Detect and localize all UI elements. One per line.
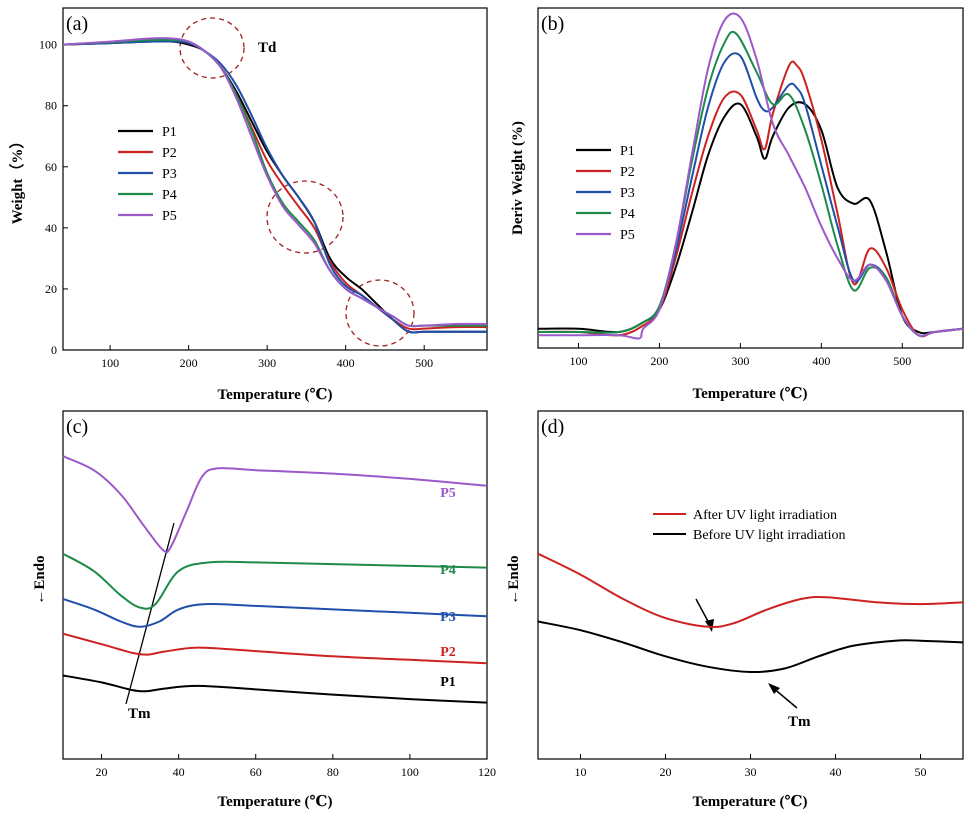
- panel-c-ylabel: ←Endo: [32, 555, 48, 604]
- mid-decomposition-highlight-circle: [266, 180, 344, 254]
- after-uv-tm-arrow: [695, 598, 714, 632]
- panel-a-series-p5: [62, 37, 488, 328]
- legend-label: P3: [162, 167, 177, 182]
- series-label-p2: P2: [440, 645, 456, 660]
- panel-a-frame: [62, 7, 488, 351]
- panel-b-xtick-label: 300: [731, 354, 749, 368]
- panel-c-series-p5: [62, 455, 488, 554]
- panel-d-series-after-uv-light-irradiation: [537, 552, 964, 628]
- panel-c-series-labels: P1 P2 P3 P4 P5: [440, 486, 456, 690]
- td-annotation: Td: [258, 40, 277, 56]
- panel-d-xtick-label: 30: [745, 765, 757, 779]
- panel-a-xtick-label: 500: [415, 356, 433, 370]
- legend-label: P2: [162, 146, 177, 161]
- series-label-p1: P1: [440, 675, 456, 690]
- panel-b-xlabel: Temperature (℃): [692, 386, 807, 402]
- panel-a-ytick-label: 0: [51, 343, 57, 357]
- panel-c-frame: [62, 410, 488, 760]
- panel-c-xtick-label: 60: [250, 765, 262, 779]
- panel-d: (d) Temperature (℃) ←Endo Tm After UV li…: [506, 410, 964, 810]
- panel-d-xtick-label: 20: [660, 765, 672, 779]
- legend-label: After UV light irradiation: [693, 508, 837, 523]
- before-uv-tm-arrow: [768, 683, 798, 709]
- panel-c: (c) Temperature (℃) ←Endo Tm P1P2P3P4P5 …: [32, 410, 496, 810]
- panel-a-legend: P1 P2 P3 P4 P5: [118, 125, 177, 224]
- panel-a-label: (a): [66, 13, 88, 35]
- panel-d-ylabel: ←Endo: [506, 555, 522, 604]
- panel-a-series-p1: [62, 40, 487, 334]
- panel-a-xtick-label: 100: [101, 356, 119, 370]
- legend-label: P4: [620, 207, 635, 222]
- panel-d-xlabel: Temperature (℃): [692, 794, 807, 810]
- panel-b-xtick-label: 100: [569, 354, 587, 368]
- panel-b-xtick-label: 400: [812, 354, 830, 368]
- series-label-p3: P3: [440, 610, 456, 625]
- series-label-p4: P4: [440, 563, 456, 578]
- panel-a-series-p4: [62, 38, 487, 328]
- legend-label: Before UV light irradiation: [693, 528, 846, 543]
- panel-b: (b) Temperature (℃) Deriv Weight (%) P1P…: [510, 7, 964, 402]
- panel-d-frame: [537, 410, 964, 760]
- panel-a-ytick-label: 100: [39, 38, 57, 52]
- panel-c-series-p4: [62, 552, 488, 610]
- panel-d-tm-annotation: Tm: [788, 714, 811, 730]
- panel-b-frame: [537, 7, 964, 349]
- panel-a-xtick-label: 200: [180, 356, 198, 370]
- legend-label: P2: [620, 165, 635, 180]
- legend-label: P3: [620, 186, 635, 201]
- panel-d-xtick-label: 40: [830, 765, 842, 779]
- panel-b-series-p3: [538, 52, 964, 337]
- legend-label: P1: [620, 144, 635, 159]
- series-label-p5: P5: [440, 486, 456, 501]
- panel-b-xtick-label: 200: [650, 354, 668, 368]
- before-uv-tm-arrow-head: [768, 683, 780, 694]
- panel-a-ytick-label: 80: [45, 99, 57, 113]
- panel-b-series-p1: [537, 101, 964, 335]
- td-highlight-circle: [179, 17, 245, 79]
- panel-b-label: (b): [541, 13, 564, 35]
- panel-d-xtick-label: 50: [915, 765, 927, 779]
- panel-a-series-p3: [62, 40, 487, 334]
- panel-b-xtick-label: 500: [893, 354, 911, 368]
- panel-c-series-p2: [62, 632, 488, 665]
- legend-label: P5: [620, 228, 635, 243]
- panel-b-series-p5: [538, 12, 964, 340]
- panel-a-ytick-label: 20: [45, 282, 57, 296]
- after-uv-tm-arrow-head: [705, 619, 714, 632]
- panel-a-xtick-label: 300: [258, 356, 276, 370]
- panel-d-legend: After UV light irradiation Before UV ligh…: [653, 508, 846, 543]
- panel-a-xtick-label: 400: [337, 356, 355, 370]
- legend-label: P5: [162, 209, 177, 224]
- tm-guide-line: [125, 522, 175, 705]
- panel-d-label: (d): [541, 416, 564, 438]
- legend-label: P1: [162, 125, 177, 140]
- panel-c-series-p1: [62, 674, 488, 704]
- panel-b-ylabel: Deriv Weight (%): [510, 121, 526, 235]
- panel-c-label: (c): [66, 416, 88, 438]
- panel-a-ylabel: Weight（%）: [8, 134, 26, 225]
- panel-c-tm-annotation: Tm: [128, 706, 151, 722]
- panel-a-series-p2: [62, 38, 488, 331]
- panel-b-legend: P1 P2 P3 P4 P5: [576, 144, 635, 243]
- panel-c-xtick-label: 120: [478, 765, 496, 779]
- legend-label: P4: [162, 188, 177, 203]
- panel-d-series-before-uv-light-irradiation: [537, 620, 964, 674]
- panel-c-series-p3: [62, 597, 488, 628]
- final-decomposition-highlight-circle: [345, 279, 415, 347]
- panel-a-xlabel: Temperature (℃): [217, 387, 332, 403]
- panel-b-series-p4: [538, 30, 964, 337]
- panel-a: (a) Temperature (℃) Weight（%） Td P1P2P3P…: [8, 7, 488, 403]
- panel-c-xtick-label: 20: [96, 765, 108, 779]
- panel-c-xtick-label: 40: [173, 765, 185, 779]
- panel-c-xtick-label: 100: [401, 765, 419, 779]
- panel-b-series-p2: [537, 60, 964, 338]
- panel-a-ytick-label: 60: [45, 160, 57, 174]
- panel-c-xtick-label: 80: [327, 765, 339, 779]
- panel-c-xlabel: Temperature (℃): [217, 794, 332, 810]
- panel-a-ytick-label: 40: [45, 221, 57, 235]
- panel-d-xtick-label: 10: [575, 765, 587, 779]
